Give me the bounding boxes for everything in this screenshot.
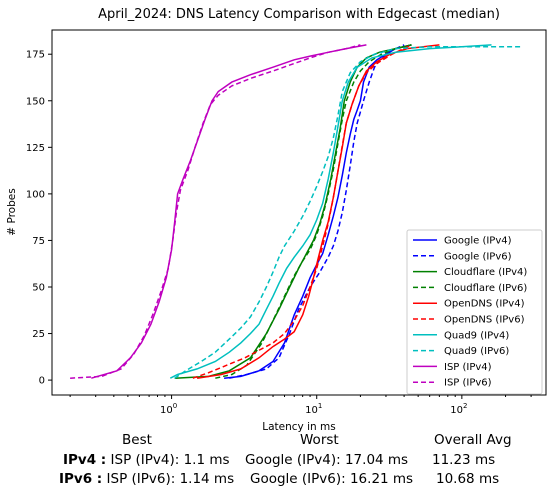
y-tick-label: 0 xyxy=(39,376,45,387)
y-tick-label: 50 xyxy=(32,282,45,293)
series-line xyxy=(192,44,412,379)
legend-entry: Google (IPv4) xyxy=(444,236,512,247)
legend-entry: OpenDNS (IPv6) xyxy=(444,315,525,326)
y-axis-label: # Probes xyxy=(6,188,18,235)
legend: Google (IPv4) Google (IPv6) Cloudflare (IP… xyxy=(406,229,543,395)
summary-worst-ipv6: Google (IPv6): 16.21 ms xyxy=(250,471,414,487)
summary-best-value: ISP (IPv6): 1.14 ms xyxy=(106,471,235,487)
legend-entry: ISP (IPv6) xyxy=(444,378,492,389)
y-tick-label: 125 xyxy=(26,143,45,154)
legend-entry: Cloudflare (IPv6) xyxy=(444,283,527,294)
summary-row-label: IPv6 : xyxy=(59,471,103,487)
x-tick-label: 100 xyxy=(160,402,177,416)
summary-best-value: ISP (IPv4): 1.1 ms xyxy=(110,452,230,468)
x-axis: 100 101 102 xyxy=(69,395,532,416)
summary-row-label: IPv4 : xyxy=(63,452,107,468)
series-line xyxy=(169,44,492,379)
x-axis-label: Latency in ms xyxy=(262,421,335,433)
series-line xyxy=(70,44,361,379)
summary-avg-ipv6: 10.68 ms xyxy=(436,471,500,487)
legend-entry: OpenDNS (IPv4) xyxy=(444,299,525,310)
y-tick-label: 100 xyxy=(26,189,45,200)
series-line xyxy=(174,44,412,379)
x-tick-label: 101 xyxy=(305,402,322,416)
summary-worst-ipv4: Google (IPv4): 17.04 ms xyxy=(245,452,409,468)
summary-header-best: Best xyxy=(122,432,152,448)
legend-entry: Quad9 (IPv6) xyxy=(444,346,509,357)
legend-entry: Quad9 (IPv4) xyxy=(444,330,509,341)
x-tick-label: 102 xyxy=(450,402,467,416)
y-tick-label: 175 xyxy=(26,50,45,61)
legend-entry: Google (IPv6) xyxy=(444,251,512,262)
series-lines xyxy=(70,44,523,379)
series-line xyxy=(174,46,523,379)
chart-title: April_2024: DNS Latency Comparison with … xyxy=(98,7,500,22)
legend-entry: ISP (IPv4) xyxy=(444,362,492,373)
y-tick-label: 150 xyxy=(26,96,45,107)
legend-box xyxy=(406,229,543,395)
series-line xyxy=(224,44,412,379)
series-line xyxy=(196,44,440,379)
legend-entry: Cloudflare (IPv4) xyxy=(444,267,527,278)
series-line xyxy=(91,44,367,379)
summary-header-avg: Overall Avg xyxy=(434,432,512,448)
summary-header-worst: Worst xyxy=(300,432,339,448)
y-axis: 0 25 50 75 100 125 150 175 xyxy=(26,50,52,387)
series-line xyxy=(229,44,405,379)
summary-avg-ipv4: 11.23 ms xyxy=(432,452,496,468)
y-tick-label: 25 xyxy=(32,329,45,340)
summary-row-ipv4: IPv4 : ISP (IPv4): 1.1 ms xyxy=(63,452,230,468)
y-tick-label: 75 xyxy=(32,236,45,247)
summary-row-ipv6: IPv6 : ISP (IPv6): 1.14 ms xyxy=(59,471,234,487)
plot-frame xyxy=(51,29,547,396)
series-line xyxy=(215,44,412,379)
